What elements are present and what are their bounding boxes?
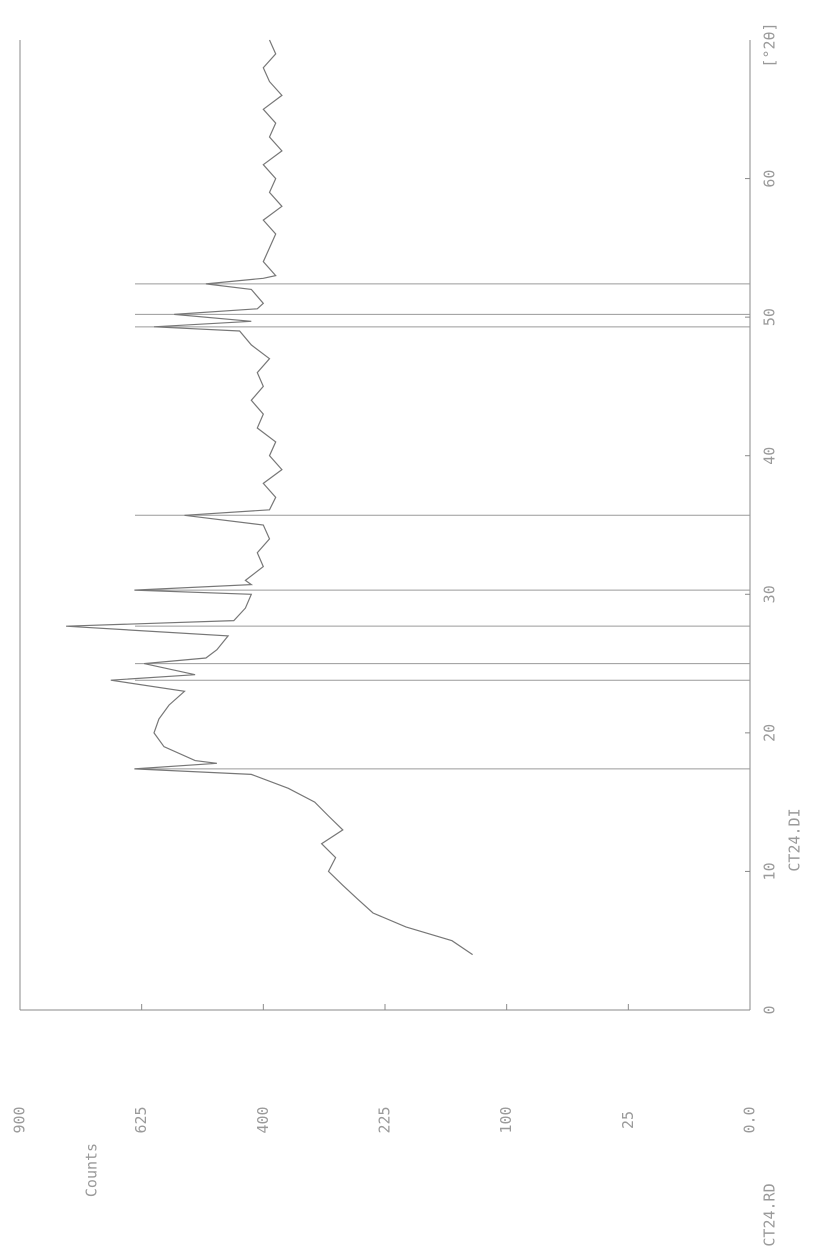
y-tick-label: 100 [497, 1106, 515, 1133]
x-axis-label: [°2θ] [761, 22, 779, 67]
y-tick-label: 25 [619, 1111, 637, 1129]
y-tick-label: 0.0 [741, 1106, 759, 1133]
y-tick-label: 225 [376, 1106, 394, 1133]
x-tick-label: 20 [761, 724, 779, 742]
x-tick-label: 30 [761, 585, 779, 603]
y-tick-label: 400 [254, 1106, 272, 1133]
diffraction-trace [66, 39, 473, 956]
file-label: CT24.DI [786, 808, 804, 871]
x-tick-label: 60 [761, 170, 779, 188]
file-label: CT24.RD [761, 1183, 779, 1246]
x-tick-label: 10 [761, 862, 779, 880]
x-tick-label: 0 [761, 1005, 779, 1014]
x-tick-label: 40 [761, 447, 779, 465]
y-tick-label: 625 [132, 1106, 150, 1133]
y-axis-label: Counts [83, 1143, 101, 1197]
y-tick-label: 900 [11, 1106, 29, 1133]
x-tick-label: 50 [761, 308, 779, 326]
